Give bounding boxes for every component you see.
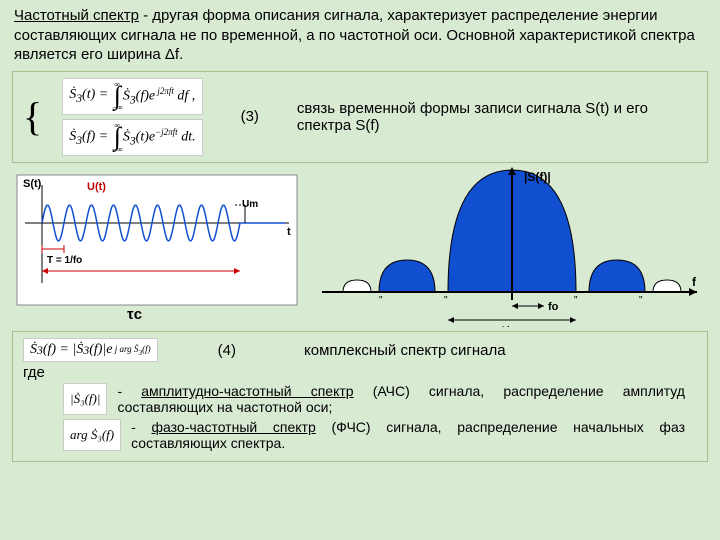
eq3b-formula: Ṡ3(f) = ∞ ∫ −∞ Ṡ3(t)e−j2πft dt. xyxy=(62,119,202,156)
svg-text:fo: fo xyxy=(548,301,559,313)
eq3-desc: связь временной формы записи сигнала S(t… xyxy=(297,100,697,134)
svg-text:": " xyxy=(574,295,578,306)
eq3-number: (3) xyxy=(241,108,259,125)
box-eq3: { Ṡ3(t) = ∞ ∫ −∞ Ṡ3(f)e j2πft df , Ṡ3(f)… xyxy=(12,71,708,164)
svg-text:|S(f)|: |S(f)| xyxy=(524,170,551,184)
svg-text:T = 1/fo: T = 1/fo xyxy=(47,255,82,266)
legend-row: |Ṡ₃(f)| - амплитудно-частотный спектр (АЧ… xyxy=(63,383,685,415)
figure-svg: S(t)U(t)UmtT = 1/foτc""""fo1/τc|S(f)|f xyxy=(12,167,708,327)
eq3a-formula: Ṡ3(t) = ∞ ∫ −∞ Ṡ3(f)e j2πft df , xyxy=(62,78,202,115)
legend-row: arg Ṡ₃(f) - фазо-частотный спектр (ФЧС) с… xyxy=(63,419,685,451)
intro-paragraph: Частотный спектр - другая форма описания… xyxy=(0,0,720,67)
svg-text:S(t): S(t) xyxy=(23,178,42,190)
legend-symbol: arg Ṡ₃(f) xyxy=(63,419,121,451)
svg-text:U(t): U(t) xyxy=(87,181,106,193)
eq3-stack: Ṡ3(t) = ∞ ∫ −∞ Ṡ3(f)e j2πft df , Ṡ3(f) =… xyxy=(62,78,202,157)
legend-text: - амплитудно-частотный спектр (АЧС) сигн… xyxy=(117,383,685,415)
legend-symbol: |Ṡ₃(f)| xyxy=(63,383,107,415)
eq4-desc: комплексный спектр сигнала xyxy=(304,342,506,359)
where-label: где xyxy=(23,364,697,381)
svg-text:": " xyxy=(639,295,643,306)
term: Частотный спектр xyxy=(14,7,139,24)
eq4-formula: Ṡ3(f) = |Ṡ3(f)|e j arg Ṡ3(f) xyxy=(23,338,158,362)
svg-text:": " xyxy=(379,295,383,306)
box-eq4: Ṡ3(f) = |Ṡ3(f)|e j arg Ṡ3(f) (4) комплек… xyxy=(12,331,708,462)
svg-text:t: t xyxy=(287,226,291,238)
legend-text: - фазо-частотный спектр (ФЧС) сигнала, р… xyxy=(131,419,685,451)
svg-text:τc: τc xyxy=(127,306,142,323)
eq4-number: (4) xyxy=(218,342,236,359)
brace: { xyxy=(23,93,42,140)
svg-text:": " xyxy=(444,295,448,306)
svg-text:1/τc: 1/τc xyxy=(500,325,520,327)
svg-text:f: f xyxy=(692,275,697,289)
figure-container: S(t)U(t)UmtT = 1/foτc""""fo1/τc|S(f)|f xyxy=(12,167,708,327)
